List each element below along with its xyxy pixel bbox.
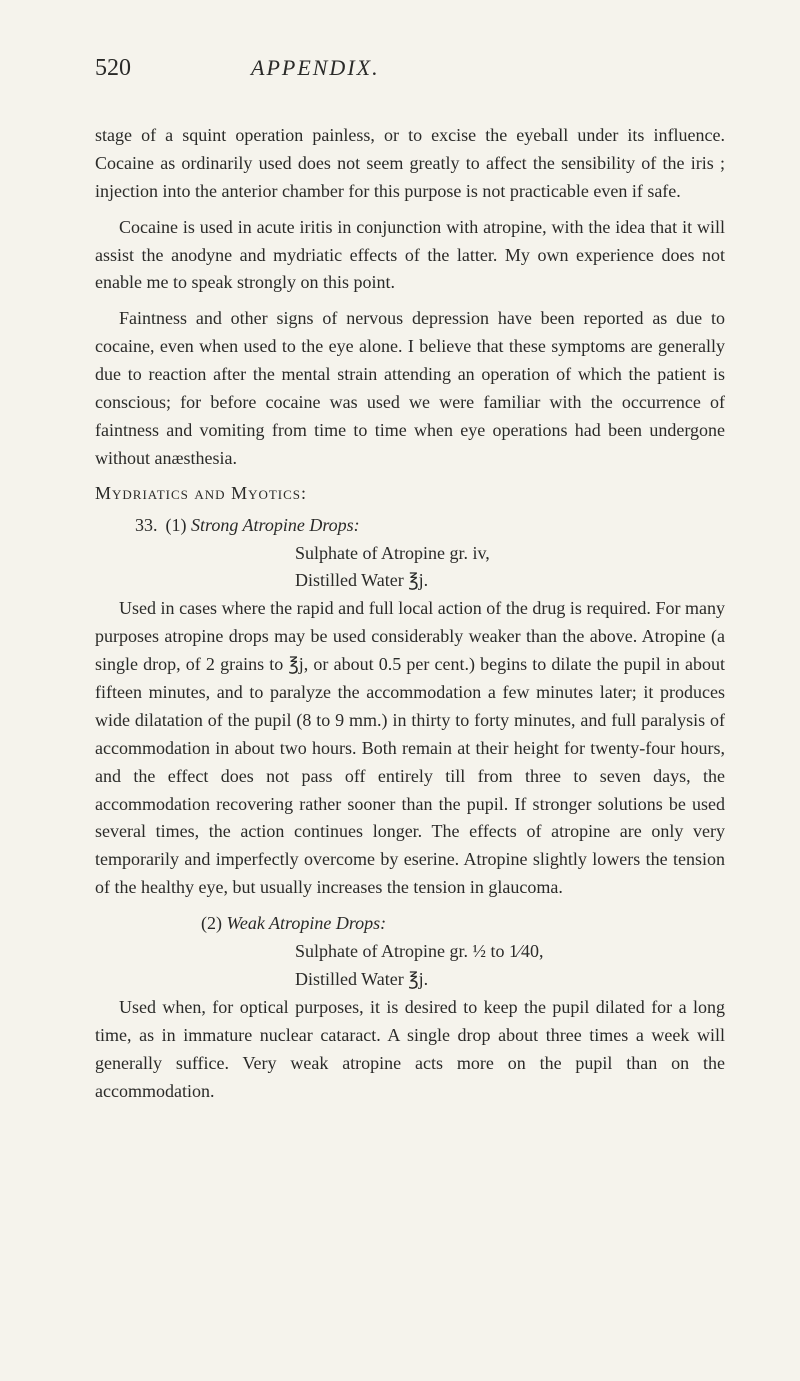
page-container: 520 APPENDIX. stage of a squint operatio… [0,0,800,1173]
recipe-2-header: (2) Weak Atropine Drops: [95,910,725,938]
paragraph-5: Used when, for optical purposes, it is d… [95,994,725,1106]
recipe-1-number: 33. [95,512,161,540]
paragraph-2: Cocaine is used in acute iritis in conju… [95,214,725,298]
paragraph-4: Used in cases where the rapid and full l… [95,595,725,902]
recipe-2-ing1: Sulphate of Atropine gr. ½ to 1⁄40, [95,938,725,966]
recipe-1-header: 33. (1) Strong Atropine Drops: [95,512,725,540]
recipe-1-label: (1) [166,515,192,535]
recipe-2-ing2: Distilled Water ℥j. [95,966,725,994]
recipe-1-ing2: Distilled Water ℥j. [95,567,725,595]
recipe-2-title: Weak Atropine Drops: [227,913,387,933]
header-title: APPENDIX. [251,55,380,81]
paragraph-1: stage of a squint operation painless, or… [95,122,725,206]
page-number: 520 [95,55,131,82]
page-header: 520 APPENDIX. [95,55,725,82]
recipe-2-label: (2) [201,913,227,933]
recipe-1-ing1: Sulphate of Atropine gr. iv, [95,540,725,568]
paragraph-3: Faintness and other signs of nervous dep… [95,305,725,472]
section-heading: Mydriatics and Myotics: [95,483,725,504]
recipe-1-title: Strong Atropine Drops: [191,515,360,535]
